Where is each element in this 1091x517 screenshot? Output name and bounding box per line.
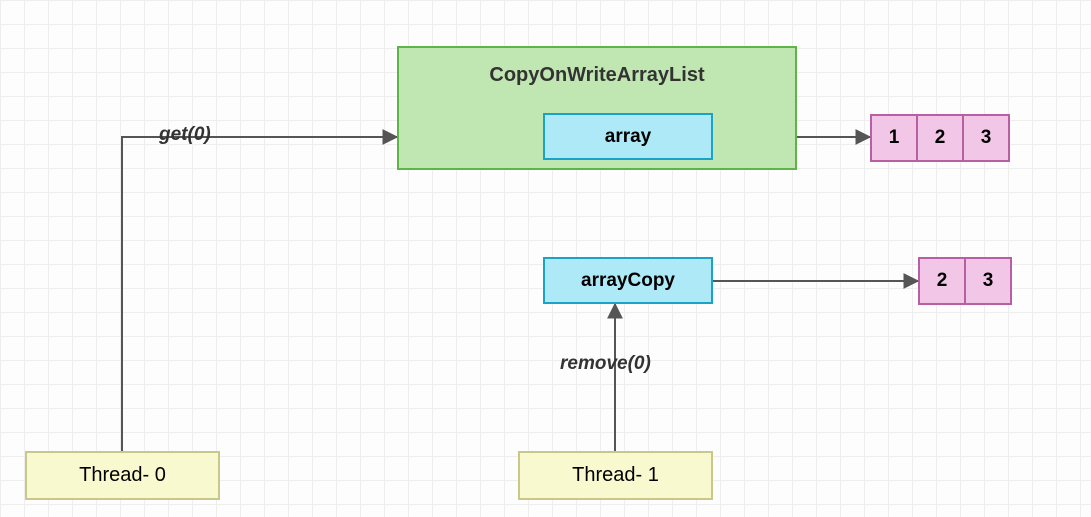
array-cell: 3 — [964, 257, 1012, 305]
edge-label-remove0: remove(0) — [560, 353, 651, 375]
array-cells-bottom: 23 — [918, 257, 1012, 305]
edge-label-get0: get(0) — [155, 124, 215, 146]
array-cells-top: 123 — [870, 114, 1010, 162]
array-box: array — [543, 113, 713, 160]
arraycopy-label: arrayCopy — [581, 270, 675, 292]
thread1-label: Thread- 1 — [572, 464, 659, 487]
array-cell: 2 — [916, 114, 964, 162]
thread1-box: Thread- 1 — [518, 451, 713, 500]
array-label: array — [605, 126, 652, 148]
cowal-title: CopyOnWriteArrayList — [489, 64, 704, 87]
array-cell: 3 — [962, 114, 1010, 162]
array-cell: 1 — [870, 114, 918, 162]
array-cell: 2 — [918, 257, 966, 305]
thread0-box: Thread- 0 — [25, 451, 220, 500]
arraycopy-box: arrayCopy — [543, 257, 713, 304]
thread0-label: Thread- 0 — [79, 464, 166, 487]
